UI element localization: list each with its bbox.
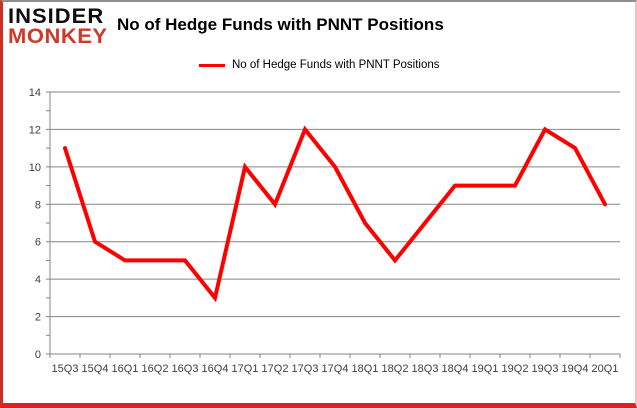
- x-tick-label: 17Q4: [322, 363, 349, 375]
- y-tick-label: 12: [29, 124, 41, 136]
- x-tick-label: 18Q2: [382, 363, 409, 375]
- x-tick-label: 19Q2: [502, 363, 529, 375]
- x-tick-label: 19Q4: [562, 363, 589, 375]
- y-tick-label: 8: [35, 199, 41, 211]
- x-tick-label: 16Q3: [172, 363, 199, 375]
- x-tick-label: 15Q4: [82, 363, 109, 375]
- x-tick-label: 18Q3: [412, 363, 439, 375]
- x-tick-label: 17Q1: [232, 363, 259, 375]
- logo-text-insider: INSIDER: [8, 4, 105, 28]
- y-tick-label: 14: [29, 87, 41, 99]
- legend-line-swatch: [199, 63, 225, 67]
- x-tick-label: 16Q1: [112, 363, 139, 375]
- x-tick-label: 17Q3: [292, 363, 319, 375]
- x-tick-label: 20Q1: [592, 363, 619, 375]
- x-tick-label: 17Q2: [262, 363, 289, 375]
- y-tick-label: 4: [35, 274, 41, 286]
- y-tick-label: 10: [29, 162, 41, 174]
- x-tick-label: 18Q1: [352, 363, 379, 375]
- x-tick-label: 19Q3: [532, 363, 559, 375]
- series-line: [63, 125, 607, 303]
- insider-monkey-logo: INSIDER MONKEY: [8, 4, 108, 49]
- logo-text-monkey: MONKEY: [8, 24, 108, 49]
- x-tick-label: 18Q4: [442, 363, 469, 375]
- x-tick-label: 15Q3: [52, 363, 79, 375]
- y-tick-label: 6: [35, 237, 41, 249]
- y-tick-label: 2: [35, 312, 41, 324]
- x-tick-label: 19Q1: [472, 363, 499, 375]
- chart-legend: No of Hedge Funds with PNNT Positions: [199, 59, 440, 71]
- x-tick-label: 16Q2: [142, 363, 169, 375]
- legend-label: No of Hedge Funds with PNNT Positions: [232, 59, 440, 71]
- x-tick-label: 16Q4: [202, 363, 229, 375]
- y-tick-label: 0: [35, 349, 41, 361]
- chart-title: No of Hedge Funds with PNNT Positions: [117, 15, 444, 34]
